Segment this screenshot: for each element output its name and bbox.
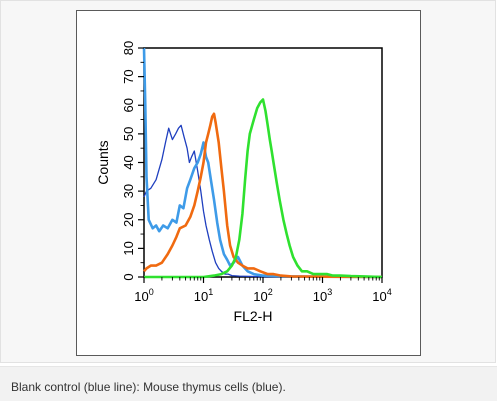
plot-area: [143, 47, 383, 278]
y-tick-label-7: 70: [121, 69, 136, 83]
histogram-series-3: [143, 112, 383, 279]
x-axis-title: FL2-H: [234, 308, 273, 324]
y-tick-label-8: 80: [121, 41, 136, 55]
y-tick-label-5: 50: [121, 127, 136, 141]
figure-frame: 100 101 102 103 104 0 10 20 30 40 50 60 70 80 FL2-H C…: [0, 0, 496, 363]
caption-bar: Blank control (blue line): Mouse thymus …: [0, 366, 497, 401]
histogram-chart: 100 101 102 103 104 0 10 20 30 40 50 60 70 80 FL2-H C…: [95, 41, 392, 324]
y-axis-title: Counts: [95, 140, 111, 184]
axis-layer: 100 101 102 103 104 0 10 20 30 40 50 60 70 80: [121, 41, 392, 304]
y-tick-label-1: 10: [121, 241, 136, 255]
y-tick-label-0: 0: [121, 273, 136, 280]
y-tick-label-4: 40: [121, 155, 136, 169]
y-tick-label-3: 30: [121, 184, 136, 198]
chart-panel: 100 101 102 103 104 0 10 20 30 40 50 60 70 80 FL2-H C…: [76, 10, 421, 356]
series-layer: [142, 47, 383, 279]
x-tick-label-2: 102: [253, 287, 272, 304]
figure-caption: Blank control (blue line): Mouse thymus …: [11, 380, 286, 394]
x-tick-label-1: 101: [194, 287, 213, 304]
y-tick-label-6: 60: [121, 98, 136, 112]
histogram-series-1: [143, 124, 382, 278]
x-tick-label-0: 100: [134, 287, 153, 304]
histogram-series-2: [142, 47, 383, 279]
x-tick-label-4: 104: [372, 287, 391, 304]
y-tick-label-2: 20: [121, 213, 136, 227]
histogram-series-4: [144, 98, 383, 279]
x-tick-label-3: 103: [313, 287, 332, 304]
